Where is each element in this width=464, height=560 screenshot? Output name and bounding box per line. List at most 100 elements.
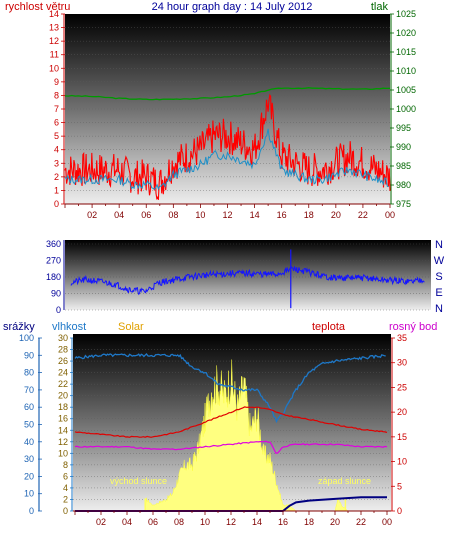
direction-tick: 90 bbox=[51, 289, 61, 299]
direction-label-w: W bbox=[434, 255, 445, 267]
wind-average-series-line bbox=[64, 128, 389, 191]
solar-label: Solar bbox=[118, 321, 144, 333]
panel3-time-tick: 22 bbox=[356, 517, 366, 527]
solar-tick: 4 bbox=[63, 483, 68, 493]
temperature-tick: 35 bbox=[397, 333, 407, 343]
wind-speed-tick: 11 bbox=[50, 50, 59, 60]
panel1-time-tick: 22 bbox=[358, 210, 368, 220]
rain-tick: 50 bbox=[24, 420, 34, 430]
wind-speed-tick: 5 bbox=[54, 131, 59, 141]
wind-direction-chart: 0 90 180 270 360 bbox=[46, 239, 431, 315]
direction-tick: 0 bbox=[56, 305, 61, 315]
pressure-tick: 1015 bbox=[396, 47, 416, 57]
solar-tick: 8 bbox=[63, 460, 68, 470]
panel1-time-tick: 10 bbox=[195, 210, 205, 220]
panel1-time-tick: 04 bbox=[114, 210, 124, 220]
wind-speed-tick: 10 bbox=[49, 63, 59, 73]
graph-title: 24 hour graph day : 14 July 2012 bbox=[152, 1, 313, 13]
solar-tick: 22 bbox=[58, 379, 68, 389]
panel3-time-tick: 06 bbox=[148, 517, 158, 527]
pressure-tick: 1025 bbox=[396, 9, 416, 19]
wind-speed-tick: 9 bbox=[54, 77, 59, 87]
direction-tick: 360 bbox=[46, 239, 61, 249]
panel3-time-tick: 10 bbox=[200, 517, 210, 527]
pressure-tick: 1000 bbox=[396, 104, 416, 114]
panel3-time-tick: 16 bbox=[278, 517, 288, 527]
temperature-tick: 20 bbox=[397, 407, 407, 417]
solar-tick: 10 bbox=[58, 448, 68, 458]
solar-tick: 6 bbox=[63, 471, 68, 481]
wind-speed-tick: 12 bbox=[49, 36, 59, 46]
pressure-tick: 1005 bbox=[396, 85, 416, 95]
panel3-time-tick: 08 bbox=[174, 517, 184, 527]
panel3-time-tick: 00 bbox=[382, 517, 392, 527]
temperature-tick: 25 bbox=[397, 382, 407, 392]
wind-speed-label: rychlost větru bbox=[5, 1, 70, 13]
pressure-tick: 990 bbox=[396, 142, 411, 152]
temperature-tick: 10 bbox=[397, 457, 407, 467]
solar-tick: 24 bbox=[58, 368, 68, 378]
pressure-tick: 995 bbox=[396, 123, 411, 133]
panel1-time-tick: 12 bbox=[222, 210, 232, 220]
solar-tick: 20 bbox=[58, 391, 68, 401]
temperature-tick: 15 bbox=[397, 432, 407, 442]
rain-tick: 30 bbox=[24, 454, 34, 464]
pressure-label: tlak bbox=[371, 1, 389, 13]
panel1-time-tick: 16 bbox=[277, 210, 287, 220]
weather-lower-chart: 0102030405060708090100024681012141618202… bbox=[19, 333, 407, 527]
rain-tick: 100 bbox=[19, 333, 34, 343]
solar-tick: 0 bbox=[63, 506, 68, 516]
wind-pressure-chart: 0123456789101112131497598098599099510001… bbox=[49, 9, 416, 220]
wind-speed-tick: 13 bbox=[49, 23, 59, 33]
wind-speed-series-line bbox=[64, 93, 391, 201]
panel3-time-tick: 14 bbox=[252, 517, 262, 527]
direction-tick: 270 bbox=[46, 256, 61, 266]
wind-speed-tick: 1 bbox=[54, 185, 59, 195]
wind-speed-tick: 4 bbox=[54, 145, 59, 155]
rain-tick: 90 bbox=[24, 350, 34, 360]
direction-label-s: S bbox=[435, 271, 442, 283]
panel1-time-tick: 02 bbox=[87, 210, 97, 220]
panel1-time-tick: 18 bbox=[304, 210, 314, 220]
panel3-time-tick: 04 bbox=[122, 517, 132, 527]
temperature-label: teplota bbox=[312, 321, 346, 333]
wind-speed-tick: 0 bbox=[54, 199, 59, 209]
rain-tick: 10 bbox=[24, 489, 34, 499]
panel1-time-tick: 14 bbox=[250, 210, 260, 220]
pressure-tick: 1020 bbox=[396, 28, 416, 38]
wind-speed-tick: 6 bbox=[54, 118, 59, 128]
solar-tick: 18 bbox=[58, 402, 68, 412]
direction-label-n-top: N bbox=[435, 239, 443, 251]
rain-tick: 60 bbox=[24, 402, 34, 412]
pressure-series-line bbox=[64, 87, 391, 101]
pressure-tick: 985 bbox=[396, 161, 411, 171]
pressure-tick: 1010 bbox=[396, 66, 416, 76]
wind-speed-tick: 14 bbox=[49, 9, 59, 19]
direction-tick: 180 bbox=[46, 272, 61, 282]
solar-tick: 16 bbox=[58, 414, 68, 424]
solar-tick: 2 bbox=[63, 494, 68, 504]
sunrise-label: východ slunce bbox=[110, 476, 167, 486]
solar-tick: 14 bbox=[58, 425, 68, 435]
solar-tick: 30 bbox=[58, 333, 68, 343]
rain-tick: 70 bbox=[24, 385, 34, 395]
rain-tick: 20 bbox=[24, 471, 34, 481]
wind-direction-series-line bbox=[70, 265, 425, 296]
humidity-label: vlhkost bbox=[52, 321, 86, 333]
temperature-series-line bbox=[74, 406, 388, 438]
wind-speed-tick: 3 bbox=[54, 158, 59, 168]
temperature-tick: 30 bbox=[397, 358, 407, 368]
wind-speed-tick: 2 bbox=[54, 172, 59, 182]
panel3-time-tick: 20 bbox=[330, 517, 340, 527]
panel1-time-tick: 20 bbox=[331, 210, 341, 220]
solar-tick: 26 bbox=[58, 356, 68, 366]
wind-speed-tick: 7 bbox=[54, 104, 59, 114]
pressure-tick: 975 bbox=[396, 199, 411, 209]
dewpoint-label: rosný bod bbox=[389, 321, 437, 333]
sunset-label: západ slunce bbox=[318, 476, 371, 486]
rain-label: srážky bbox=[3, 321, 35, 333]
temperature-tick: 5 bbox=[397, 481, 402, 491]
panel3-time-tick: 12 bbox=[226, 517, 236, 527]
